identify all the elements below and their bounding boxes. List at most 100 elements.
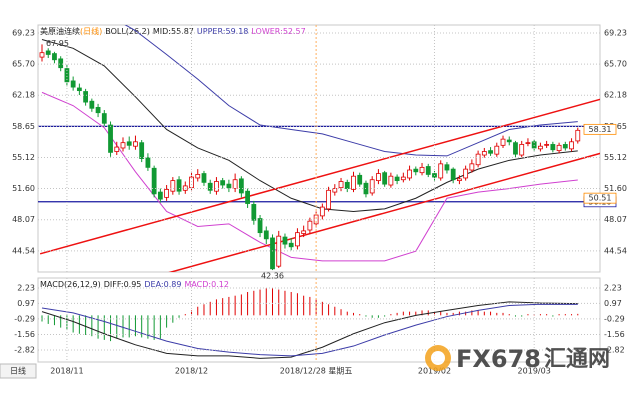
candle-body <box>525 142 531 144</box>
candle-body <box>108 124 113 153</box>
indicator-line <box>41 38 578 212</box>
candle-body <box>481 151 487 156</box>
diff-value: DIFF:0.95 <box>104 280 142 289</box>
price-tag-box <box>583 123 617 135</box>
mid-value: MID:55.87 <box>153 27 194 36</box>
candle-body <box>195 174 201 179</box>
candle-body <box>232 179 238 189</box>
y-tick-label: 62.18 <box>12 91 35 100</box>
candle-body <box>120 142 126 149</box>
plot-area <box>38 25 600 272</box>
indicator: BOLL(26,2) <box>105 27 150 36</box>
y-tick-label-right: 55.12 <box>604 153 627 162</box>
candle-body <box>64 68 70 83</box>
candle-body <box>438 163 444 179</box>
candle-body <box>157 191 163 200</box>
watermark: FX678 汇通网 <box>425 345 610 373</box>
high-annotation: 67.95 <box>46 39 69 48</box>
indicator-line <box>41 303 578 357</box>
y-tick-label-right: 44.54 <box>604 246 627 255</box>
y-tick-label: 55.12 <box>12 153 35 162</box>
low-annotation: 42.36 <box>261 272 284 281</box>
x-tick-label: 2018/12/28 星期五 <box>280 367 353 376</box>
macd-header: MACD(26,12,9) DIFF:0.95 DEA:0.89 MACD:0.12 <box>40 280 229 289</box>
upper-value: UPPER:59.18 <box>197 27 248 36</box>
candle-body <box>238 178 244 194</box>
candle-body <box>301 230 307 234</box>
candle-body <box>376 173 381 182</box>
main-frame <box>37 24 601 273</box>
y-tick-label: 2.23 <box>17 283 35 292</box>
candle-body <box>500 138 506 146</box>
candle-body <box>95 106 101 114</box>
y-tick-label: 65.70 <box>12 60 35 69</box>
candle-body <box>338 181 344 189</box>
candle-body <box>382 172 388 185</box>
period-tab[interactable] <box>0 363 37 379</box>
price-tag-box <box>583 192 617 204</box>
candle-body <box>575 129 581 142</box>
candle-body <box>201 173 207 183</box>
y-tick-label-right: 0.97 <box>604 299 622 308</box>
candle-body <box>257 218 263 234</box>
candle-body <box>288 242 294 248</box>
candle-body <box>394 176 400 182</box>
candle-body <box>151 167 157 195</box>
y-tick-label-right: 48.07 <box>604 215 627 224</box>
candle-body <box>450 168 456 181</box>
y-tick-label: -1.56 <box>14 330 35 339</box>
candle-body <box>70 80 76 88</box>
candle-body <box>176 179 182 192</box>
candle-body <box>475 153 481 166</box>
candle-body <box>89 100 95 109</box>
candle-body <box>419 166 425 174</box>
candle-body <box>245 190 250 204</box>
y-tick-label: 58.65 <box>12 122 35 131</box>
candle-body <box>114 146 120 152</box>
candle-body <box>145 157 151 168</box>
candle-body <box>488 150 493 154</box>
y-tick-label-right: 65.70 <box>604 60 627 69</box>
candle-body <box>344 181 350 189</box>
x-tick-label: 2019/02 <box>418 367 451 376</box>
y-tick-label: -0.29 <box>14 314 35 323</box>
candle-body <box>170 180 176 192</box>
candle-body <box>45 50 51 55</box>
y-tick-label: 69.23 <box>12 29 35 38</box>
candle-body <box>332 188 338 193</box>
candle-body <box>126 141 132 146</box>
period-tab-label[interactable]: 日线 <box>10 366 26 376</box>
x-tick-label: 2018/12 <box>175 367 208 376</box>
candle-body <box>282 236 288 245</box>
y-tick-label-right: 2.23 <box>604 283 622 292</box>
candle-body <box>400 176 406 181</box>
y-tick-label: 44.54 <box>12 246 35 255</box>
candle-body <box>164 189 170 198</box>
x-tick-label: 2018/11 <box>50 367 83 376</box>
candle-body <box>220 180 226 186</box>
candle-body <box>270 237 275 270</box>
candle-body <box>457 178 462 182</box>
candle-body <box>407 169 412 179</box>
macd-value: MACD:0.12 <box>184 280 229 289</box>
candle-body <box>544 144 550 146</box>
plot-area <box>41 288 579 359</box>
candle-body <box>519 144 525 156</box>
candle-body <box>550 144 556 151</box>
candle-body <box>39 52 45 58</box>
candle-body <box>388 175 394 186</box>
instrument: 美原油连续 <box>40 26 80 36</box>
candle-body <box>101 113 107 124</box>
y-tick-label: 0.97 <box>17 299 35 308</box>
candle-body <box>513 142 518 155</box>
y-tick-label: 48.07 <box>12 215 35 224</box>
indicator-line <box>41 91 578 262</box>
candle-body <box>133 141 138 147</box>
y-tick-label-right: 69.23 <box>604 29 627 38</box>
candle-body <box>538 145 543 150</box>
trend-line <box>39 98 600 255</box>
trend-line <box>168 152 600 272</box>
candle-body <box>214 181 219 192</box>
